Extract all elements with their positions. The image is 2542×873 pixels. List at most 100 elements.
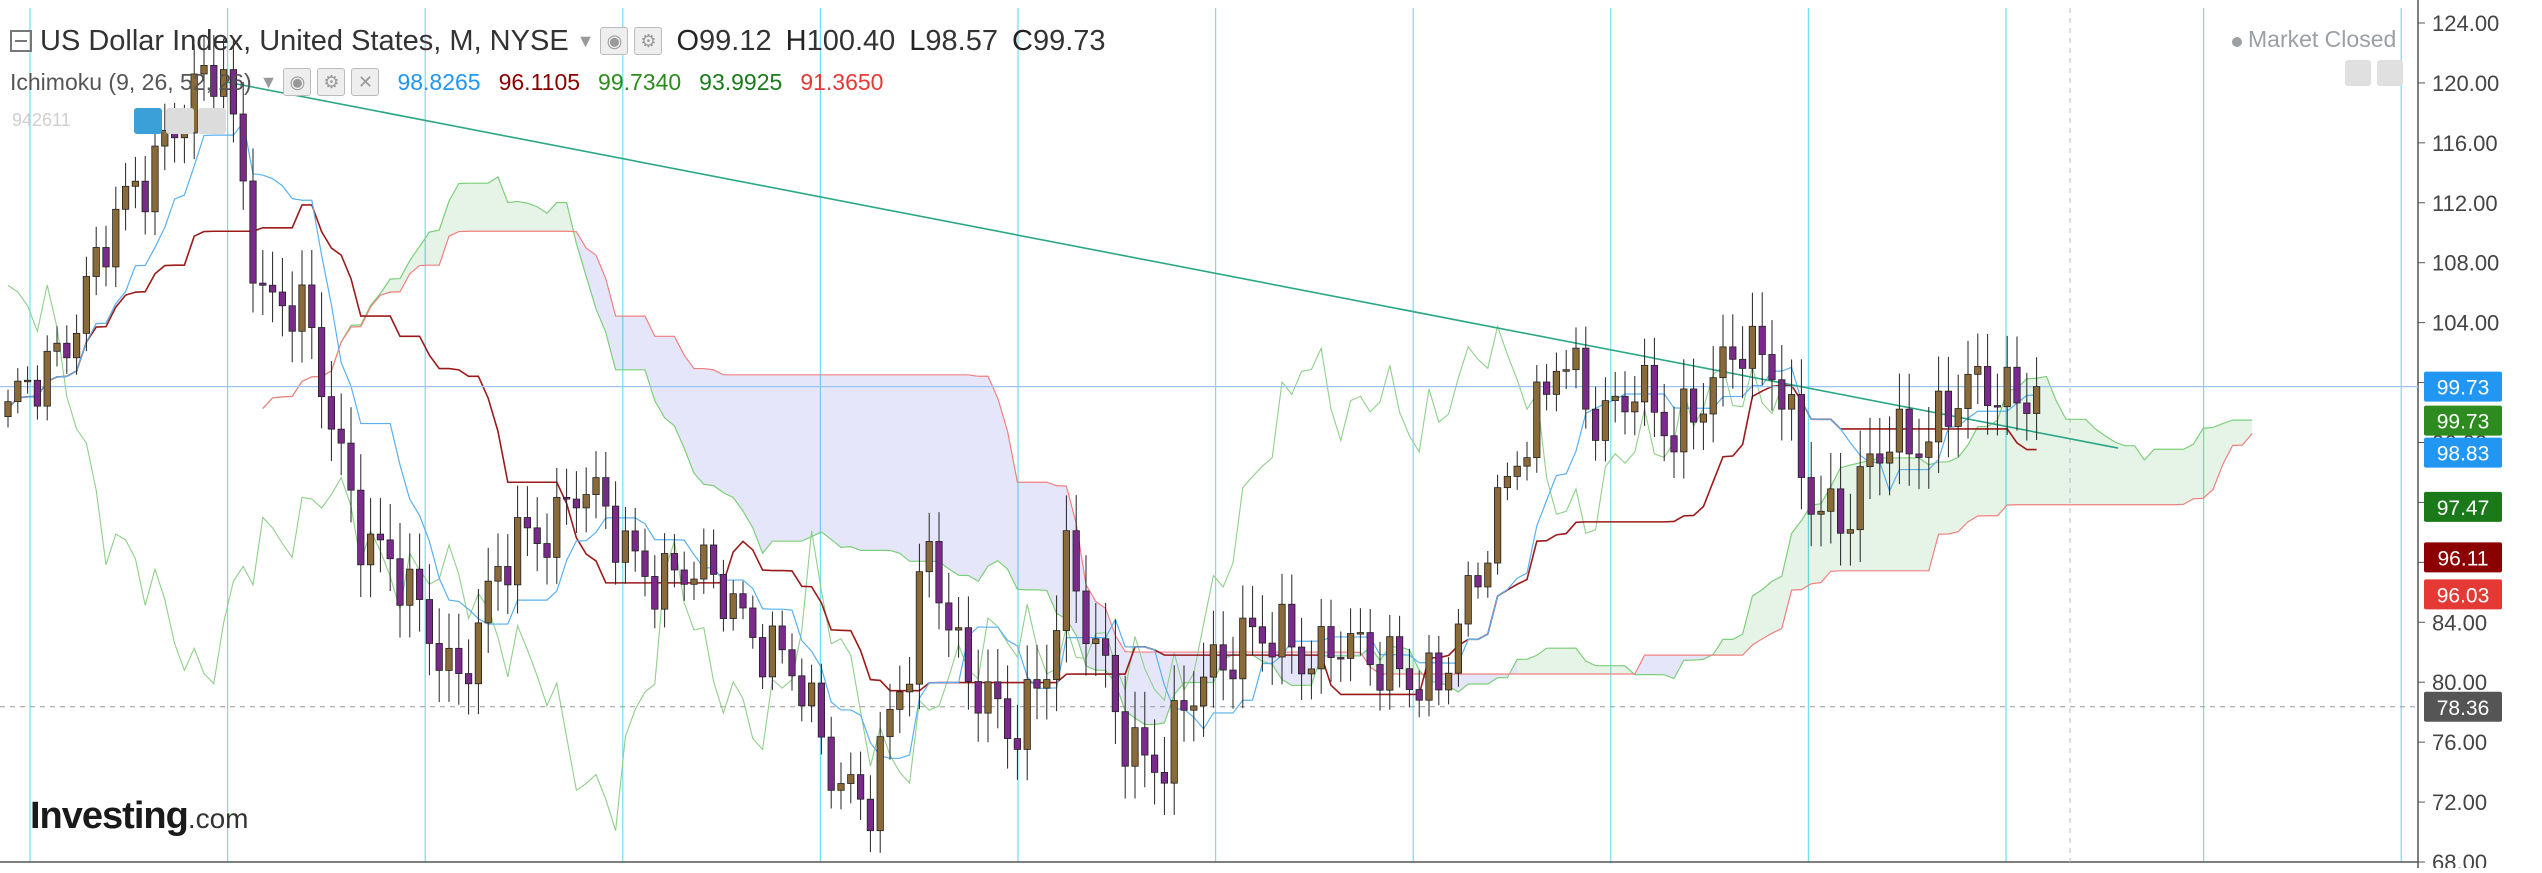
cloud-segment [1909,458,1919,571]
indicator-value-base: 96.1105 [499,69,580,96]
candle-down [426,600,432,644]
cloud-segment [2213,424,2223,490]
download-icon[interactable] [2345,60,2371,86]
cloud-segment [890,375,900,554]
status-dot-icon [2232,37,2242,47]
upload-icon[interactable] [2377,60,2403,86]
candle-down [240,114,246,181]
candle-up [83,276,89,333]
candle-up [1681,389,1687,452]
indicator-name[interactable]: Ichimoku (9, 26, 52, 26) [10,69,252,96]
candle-up [1563,370,1569,372]
candle-down [818,683,824,737]
cloud-segment [763,375,773,553]
candle-up [583,495,589,508]
cloud-segment [1762,581,1772,639]
candle-up [514,517,520,584]
candle-up [1171,701,1177,784]
candle-down [279,292,285,306]
y-tick-label: 76.00 [2432,730,2487,755]
candle-up [1514,466,1520,476]
candle-up [848,775,854,784]
cloud-segment [1037,482,1047,590]
cloud-segment [978,376,988,581]
chevron-down-icon[interactable]: ▼ [577,31,595,52]
candle-down [377,534,383,540]
price-label-text: 99.73 [2437,377,2490,400]
candle-up [73,333,79,357]
candle-up [367,534,373,565]
trendline[interactable] [224,81,2118,448]
collapse-icon[interactable] [10,30,32,52]
cloud-segment [2223,420,2233,464]
cloud-segment [723,375,733,498]
candle-down [269,285,275,292]
candle-down [1396,637,1402,669]
candle-up [485,581,491,623]
cloud-segment [2086,419,2096,504]
candle-up [1867,454,1873,467]
senkou-span-b-line [263,231,2252,674]
ohlc-open-key: O [676,25,699,58]
candle-up [1896,409,1902,452]
cloud-segment [802,375,812,541]
candle-down [64,343,70,358]
cloud-segment [2242,420,2252,445]
eye-icon[interactable]: ◉ [600,27,628,55]
candle-up [1857,467,1863,530]
y-tick-label: 112.00 [2432,191,2498,216]
cloud-segment [831,375,841,548]
candle-down [603,478,609,506]
cloud-segment [2115,442,2125,505]
cloud-segment [1096,601,1106,670]
candle-down [1651,365,1657,412]
candle-up [1024,680,1030,750]
candle-up [1573,348,1579,370]
eye-icon[interactable] [134,108,162,134]
candle-up [1935,391,1941,442]
candle-down [289,306,295,332]
candle-down [309,285,315,328]
candle-up [1191,706,1197,710]
candle-down [671,553,677,570]
candle-up [593,478,599,495]
ohlc-high-key: H [786,25,807,58]
cloud-segment [469,183,479,231]
candle-down [799,676,805,706]
candle-up [808,683,814,706]
gear-icon[interactable]: ⚙ [317,68,345,96]
candle-down [1004,699,1010,739]
eye-icon[interactable]: ◉ [283,68,311,96]
candle-down [1249,618,1255,627]
cloud-segment [1184,652,1194,683]
logo-suffix: .com [188,803,249,834]
close-icon[interactable] [198,108,226,134]
senkou-span-a-line [263,177,2252,725]
gear-icon[interactable]: ⚙ [634,27,662,55]
y-tick-label: 84.00 [2432,610,2487,635]
candle-down [338,429,344,443]
chevron-down-icon[interactable]: ▼ [260,72,278,93]
cloud-segment [1890,458,1900,571]
gear-icon[interactable] [166,108,194,134]
y-tick-label: 124.00 [2432,11,2499,36]
candle-down [828,737,834,790]
cloud-segment [586,248,596,309]
cloud-segment [1772,576,1782,633]
candle-up [54,343,60,351]
cloud-segment [988,376,998,566]
candle-down [1837,489,1843,533]
cloud-segment [1723,639,1733,655]
close-icon[interactable]: ✕ [351,68,379,96]
cloud-segment [1811,504,1821,584]
candle-up [132,181,138,186]
candle-up [1347,634,1353,659]
cloud-segment [1870,458,1880,571]
candle-up [1132,728,1138,767]
cloud-segment [2184,444,2194,504]
indicator-value-lead2: 91.3650 [800,69,883,96]
candle-down [1181,701,1187,711]
candle-up [407,569,413,605]
cloud-segment [1919,458,1929,571]
candle-down [1739,359,1745,368]
